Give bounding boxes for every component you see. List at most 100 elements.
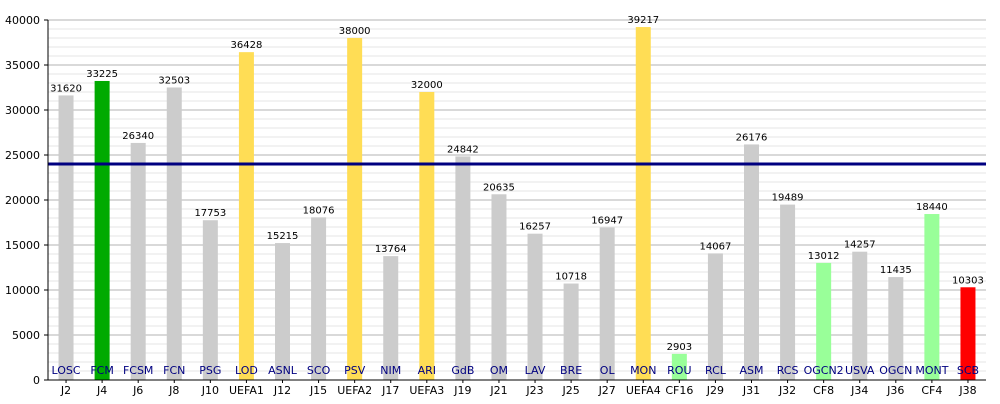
bar (383, 256, 399, 380)
bar-value-label: 32503 (158, 75, 190, 86)
bar-inner-label: NIM (380, 364, 401, 377)
x-tick-label: J10 (201, 384, 219, 397)
x-tick-label: J21 (489, 384, 507, 397)
bar (888, 277, 904, 380)
x-tick-label: J27 (598, 384, 616, 397)
x-tick-label: J23 (525, 384, 543, 397)
bar-value-label: 31620 (50, 83, 82, 94)
x-tick-label: J17 (381, 384, 399, 397)
bar (275, 243, 290, 380)
bar (419, 92, 435, 380)
bar (816, 262, 832, 380)
bar-inner-label: ASNL (268, 364, 298, 377)
bar (238, 52, 254, 380)
bar (491, 194, 507, 380)
x-tick-label: J15 (309, 384, 327, 397)
bar (707, 253, 723, 380)
y-tick-label: 15000 (5, 239, 40, 252)
bar (202, 220, 218, 380)
bar (960, 287, 976, 380)
bar-value-label: 14067 (700, 241, 732, 252)
bar-value-label: 20635 (483, 182, 515, 193)
bar-value-label: 39217 (627, 15, 659, 26)
x-tick-label: J12 (273, 384, 291, 397)
bar-value-label: 26340 (122, 131, 154, 142)
bar (130, 142, 146, 380)
bar (780, 204, 796, 380)
bar-value-label: 26176 (736, 132, 768, 143)
bar-inner-label: SCB (957, 364, 979, 377)
bar-inner-label: FCM (90, 364, 114, 377)
x-tick-label: J6 (132, 384, 143, 397)
bar (635, 27, 651, 381)
bar-inner-label: OL (600, 364, 616, 377)
x-tick-label: J31 (742, 384, 760, 397)
bar-inner-label: SCO (307, 364, 331, 377)
bar-inner-label: FCSM (123, 364, 153, 377)
bar (527, 233, 543, 380)
bar (311, 217, 327, 380)
y-tick-label: 20000 (5, 194, 40, 207)
x-tick-label: UEFA3 (409, 384, 444, 397)
bar (671, 353, 687, 380)
bar-value-label: 17753 (194, 208, 226, 219)
bar-inner-label: PSG (199, 364, 221, 377)
x-tick-label: UEFA4 (626, 384, 661, 397)
bar-inner-label: ARI (418, 364, 436, 377)
bar-value-label: 11435 (880, 265, 912, 276)
bar-value-label: 10303 (952, 275, 984, 286)
bar (455, 156, 471, 380)
bar-value-label: 13764 (375, 244, 407, 255)
bar-value-label: 2903 (667, 342, 692, 353)
bar-inner-label: USVA (845, 364, 875, 377)
y-tick-label: 5000 (12, 329, 40, 342)
bar-value-label: 33225 (86, 69, 118, 80)
bar (852, 251, 868, 380)
bar (599, 227, 615, 380)
bar (924, 214, 940, 380)
x-tick-label: J2 (60, 384, 71, 397)
x-tick-label: UEFA1 (229, 384, 264, 397)
y-tick-label: 35000 (5, 59, 40, 72)
bar-inner-label: ROU (667, 364, 691, 377)
bar (58, 95, 74, 381)
x-tick-label: CF8 (813, 384, 834, 397)
x-tick-label: J29 (706, 384, 724, 397)
y-tick-label: 0 (33, 374, 40, 387)
y-tick-label: 25000 (5, 149, 40, 162)
bar-value-label: 13012 (808, 251, 840, 262)
bar-inner-label: OGCN (879, 364, 912, 377)
bar-inner-label: LOD (235, 364, 258, 377)
bar (347, 38, 363, 380)
bar-inner-label: LAV (525, 364, 546, 377)
x-tick-label: J32 (778, 384, 796, 397)
bar-inner-label: BRE (560, 364, 582, 377)
x-tick-label: J34 (850, 384, 868, 397)
bar-inner-label: RCL (705, 364, 727, 377)
bar-inner-label: OGCN2 (804, 364, 844, 377)
bar-value-label: 32000 (411, 80, 443, 91)
x-tick-label: J36 (886, 384, 904, 397)
bar-value-label: 14257 (844, 240, 876, 251)
x-tick-label: J8 (168, 384, 179, 397)
bar-inner-label: MONT (915, 364, 948, 377)
bar-value-label: 10718 (555, 272, 587, 283)
y-tick-label: 30000 (5, 104, 40, 117)
x-tick-label: J19 (453, 384, 471, 397)
bar-inner-label: OM (490, 364, 508, 377)
bar-inner-label: GdB (451, 364, 474, 377)
bar-inner-label: RCS (777, 364, 799, 377)
bar-inner-label: ASM (740, 364, 764, 377)
bar-value-label: 24842 (447, 144, 479, 155)
bar (563, 283, 579, 380)
x-tick-label: J25 (561, 384, 579, 397)
bar (744, 144, 759, 380)
y-tick-label: 40000 (5, 14, 40, 27)
x-tick-label: CF4 (921, 384, 942, 397)
x-tick-label: J38 (958, 384, 976, 397)
bar-value-label: 16257 (519, 222, 551, 233)
bar-value-label: 36428 (231, 40, 263, 51)
bar-value-label: 15215 (267, 231, 299, 242)
